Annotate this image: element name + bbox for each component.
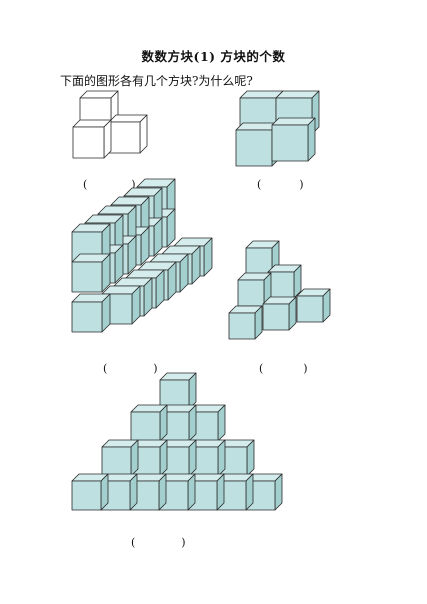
page-title: 数数方块(1) 方块的个数 [141,49,286,64]
cube-front-face [108,121,141,154]
cube-front-face [245,247,273,275]
cube-front-face [72,126,105,159]
cube [71,253,111,293]
paren-close: ) [181,536,186,549]
cube-front-face [130,411,161,442]
paren-close: ) [299,178,304,191]
cube-side-face [188,404,197,442]
cube-side-face [217,439,226,477]
cube-side-face [158,473,167,511]
cube [271,117,316,162]
paren-close: ) [131,178,136,191]
cube-front-face [262,303,290,331]
cube-side-face [100,473,109,511]
cube [71,473,109,511]
cube-side-face [188,439,197,477]
cube [228,305,263,340]
cube [159,372,197,410]
figure-3-long-rows [71,178,213,333]
paren-open: ( [259,362,264,375]
answer-blank-5[interactable]: () [124,523,186,549]
cube [262,296,297,331]
cube-side-face [216,473,225,511]
cube-front-face [71,480,102,511]
answer-blank-3[interactable]: () [96,349,158,375]
paren-close: ) [303,362,308,375]
paren-open: ( [83,178,88,191]
cube [71,293,111,333]
cube-side-face [245,473,254,511]
cube-side-face [159,404,168,442]
cube-front-face [71,261,103,293]
cube [237,272,272,307]
figure-2-square-block [235,90,320,167]
paren-open: ( [257,178,262,191]
cube-front-face [271,124,309,162]
cube-side-face [217,404,226,442]
cube-side-face [139,114,148,154]
cube-front-face [228,312,256,340]
paren-open: ( [131,536,136,549]
cube-front-face [296,295,324,323]
cube-side-face [274,473,283,511]
cube-front-face [101,446,132,477]
cube-side-face [307,117,316,162]
figure-4-staircase [228,240,331,340]
figure-5-pyramid [71,372,283,511]
cube [108,114,148,154]
cube-side-face [130,439,139,477]
cube-side-face [188,372,197,410]
cube [267,264,302,299]
question-text: 下面的图形各有几个方块?为什么呢? [60,74,253,88]
cube-front-face [237,279,265,307]
cube-front-face [71,301,103,333]
cube-front-face [235,129,273,167]
cube-side-face [187,473,196,511]
cube [296,288,331,323]
paren-open: ( [103,362,108,375]
answer-blank-1[interactable]: () [76,165,136,191]
cube-side-face [159,439,168,477]
cube-front-face [267,271,295,299]
answer-blank-4[interactable]: () [252,349,308,375]
cube-side-face [246,439,255,477]
cube-side-face [129,473,138,511]
cube-side-face [103,119,112,159]
cube [130,404,168,442]
cube [72,119,112,159]
figure-1-white-cubes [72,90,148,159]
cube [101,439,139,477]
answer-blank-2[interactable]: () [250,165,304,191]
paren-close: ) [153,362,158,375]
